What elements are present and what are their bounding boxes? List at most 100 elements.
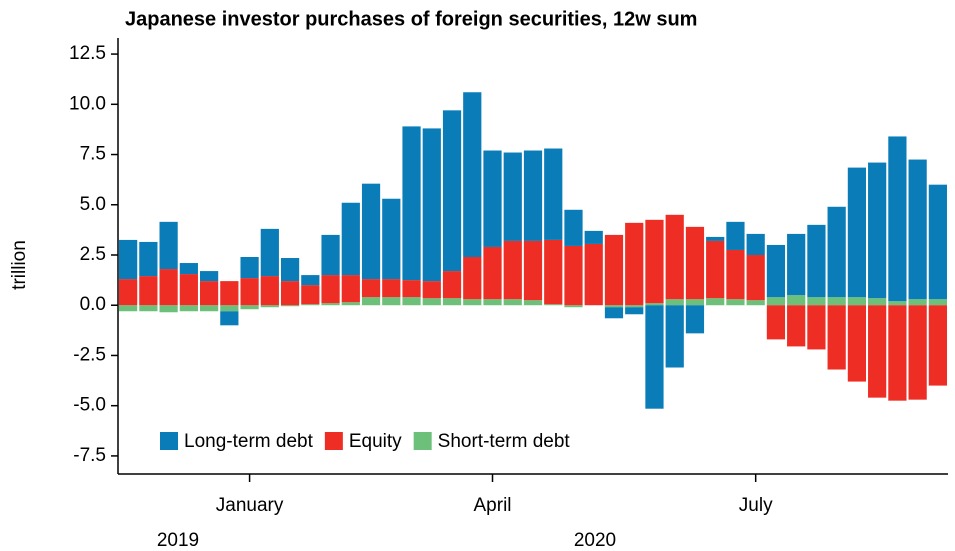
bar bbox=[240, 278, 259, 306]
bar bbox=[928, 184, 947, 300]
y-tick-label: 2.5 bbox=[80, 244, 106, 265]
bar bbox=[280, 258, 300, 282]
bar bbox=[625, 307, 644, 315]
bar bbox=[260, 305, 279, 308]
bar bbox=[746, 233, 765, 255]
bar bbox=[706, 298, 725, 306]
bar bbox=[827, 297, 846, 306]
bar bbox=[544, 148, 563, 240]
bar bbox=[159, 305, 178, 313]
bar bbox=[503, 240, 522, 300]
y-tick-label: -5.0 bbox=[73, 395, 106, 416]
bar bbox=[179, 263, 198, 275]
bar bbox=[807, 305, 826, 350]
bar bbox=[564, 305, 583, 308]
y-tick-label: 10.0 bbox=[69, 93, 106, 114]
bar bbox=[604, 305, 624, 308]
bar bbox=[787, 305, 806, 347]
bar bbox=[787, 233, 806, 296]
bar bbox=[402, 126, 421, 281]
bar bbox=[726, 221, 745, 250]
bar bbox=[463, 92, 482, 258]
bar bbox=[442, 298, 462, 306]
bar bbox=[220, 305, 239, 312]
bar bbox=[382, 297, 401, 306]
bar bbox=[463, 257, 482, 300]
legend-swatch bbox=[413, 432, 432, 450]
y-axis-label: trillion bbox=[9, 240, 30, 290]
bar bbox=[220, 281, 239, 306]
bar bbox=[868, 298, 887, 306]
bar bbox=[483, 246, 502, 300]
bar bbox=[908, 159, 927, 300]
bar bbox=[847, 167, 867, 298]
bar bbox=[361, 279, 381, 298]
bar bbox=[584, 230, 603, 244]
bar bbox=[766, 297, 786, 306]
bar bbox=[827, 305, 846, 370]
bar bbox=[604, 234, 624, 306]
bar bbox=[746, 254, 765, 301]
legend-label: Equity bbox=[349, 431, 402, 452]
bar bbox=[665, 214, 684, 300]
bar bbox=[645, 305, 664, 409]
bar bbox=[280, 281, 300, 306]
bar bbox=[928, 299, 947, 306]
bar bbox=[119, 239, 138, 280]
bar bbox=[746, 300, 765, 306]
bar bbox=[483, 150, 502, 247]
bar bbox=[139, 276, 158, 306]
y-tick-label: 12.5 bbox=[69, 43, 106, 64]
bar bbox=[908, 305, 927, 400]
y-tick-label: -2.5 bbox=[73, 344, 106, 365]
bar bbox=[847, 297, 867, 306]
bar bbox=[139, 305, 158, 312]
bar bbox=[442, 110, 462, 272]
year-label: 2020 bbox=[574, 530, 616, 551]
bar bbox=[159, 269, 178, 306]
year-label: 2019 bbox=[157, 530, 199, 551]
bar bbox=[463, 299, 482, 306]
bar bbox=[382, 279, 401, 298]
bar bbox=[685, 305, 705, 334]
bar bbox=[402, 297, 421, 306]
bar bbox=[503, 152, 522, 241]
bar bbox=[544, 239, 563, 305]
bar bbox=[908, 299, 927, 306]
bar bbox=[321, 234, 340, 276]
legend-label: Long-term debt bbox=[184, 431, 314, 452]
bar bbox=[807, 297, 826, 306]
bar bbox=[888, 305, 907, 401]
bar bbox=[766, 305, 786, 340]
bar bbox=[301, 304, 320, 306]
bar bbox=[645, 303, 664, 306]
bar bbox=[139, 241, 158, 277]
bar bbox=[564, 209, 583, 246]
bar bbox=[726, 249, 745, 300]
legend-swatch bbox=[160, 432, 178, 450]
x-tick-label: April bbox=[474, 495, 512, 516]
bar bbox=[928, 305, 947, 386]
bar bbox=[868, 305, 887, 398]
x-tick-label: July bbox=[739, 495, 773, 516]
bar bbox=[483, 299, 502, 306]
bar bbox=[584, 243, 603, 306]
bar bbox=[179, 305, 198, 312]
bar bbox=[382, 198, 401, 280]
bar bbox=[321, 303, 340, 306]
bar bbox=[665, 305, 684, 368]
bar bbox=[179, 274, 198, 306]
x-tick-label: January bbox=[216, 495, 284, 516]
bar bbox=[341, 275, 360, 303]
bar bbox=[787, 295, 806, 306]
legend-swatch bbox=[324, 432, 343, 450]
bar bbox=[220, 311, 239, 326]
bar bbox=[665, 299, 684, 306]
bar bbox=[888, 301, 907, 306]
bar bbox=[807, 224, 826, 298]
bar bbox=[280, 305, 300, 307]
bar bbox=[301, 275, 320, 286]
bar bbox=[706, 236, 725, 241]
bar bbox=[685, 226, 705, 300]
chart-title: Japanese investor purchases of foreign s… bbox=[125, 8, 697, 30]
